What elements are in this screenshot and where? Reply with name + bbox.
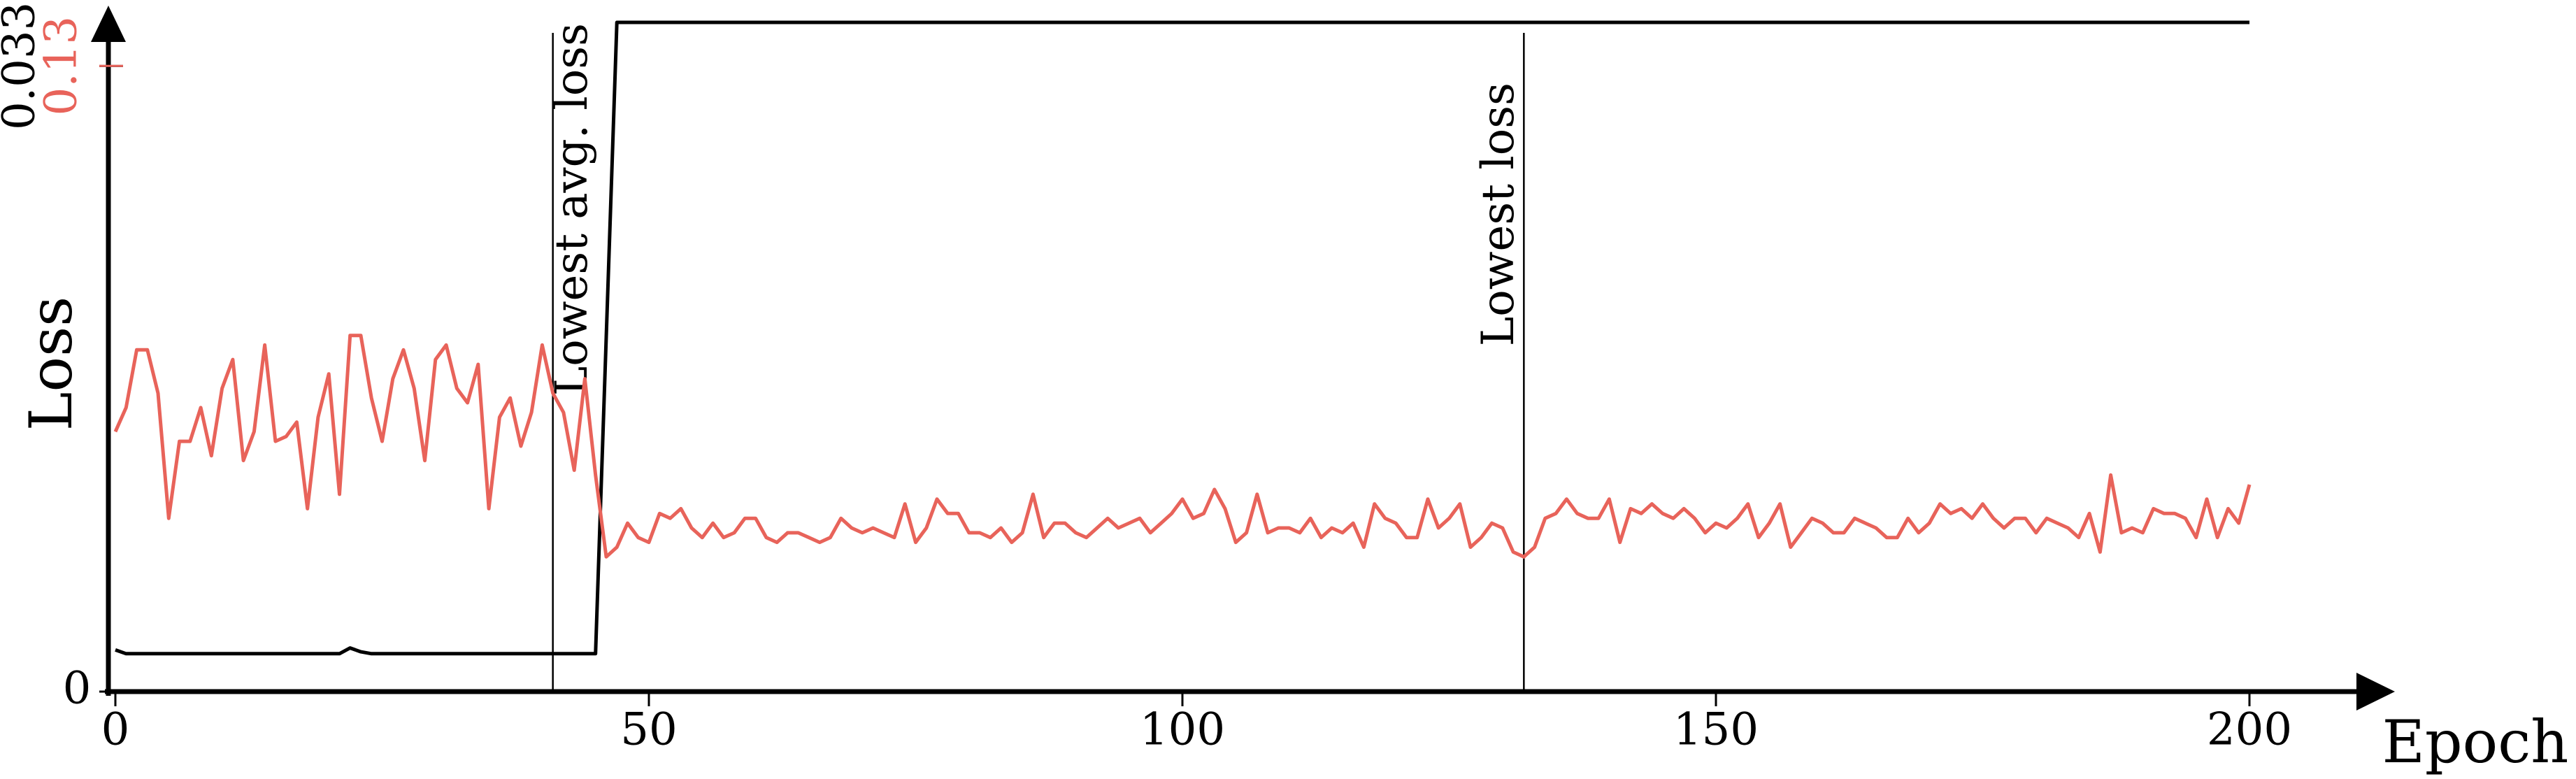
x-tick-label: 100 — [1140, 704, 1225, 756]
x-axis-arrow — [2356, 673, 2395, 710]
x-tick-label: 200 — [2207, 704, 2292, 756]
series-line — [113, 334, 2252, 559]
y-axis-label: Loss — [17, 296, 85, 431]
annotation-label: Lowest loss — [1473, 83, 1524, 346]
y-axis-arrow — [91, 6, 126, 42]
y-tick-label: 0 — [63, 663, 92, 715]
y-tick-label: 0.033 — [0, 2, 45, 130]
series-line — [115, 20, 2249, 656]
x-tick-label: 50 — [620, 704, 677, 756]
x-tick-label: 150 — [1673, 704, 1759, 756]
annotation-label: Lowest avg. loss — [546, 23, 598, 396]
x-axis-label: Epoch — [2382, 708, 2569, 776]
x-tick-label: 0 — [101, 704, 130, 756]
y2-tick-label: 0.13 — [36, 16, 87, 116]
